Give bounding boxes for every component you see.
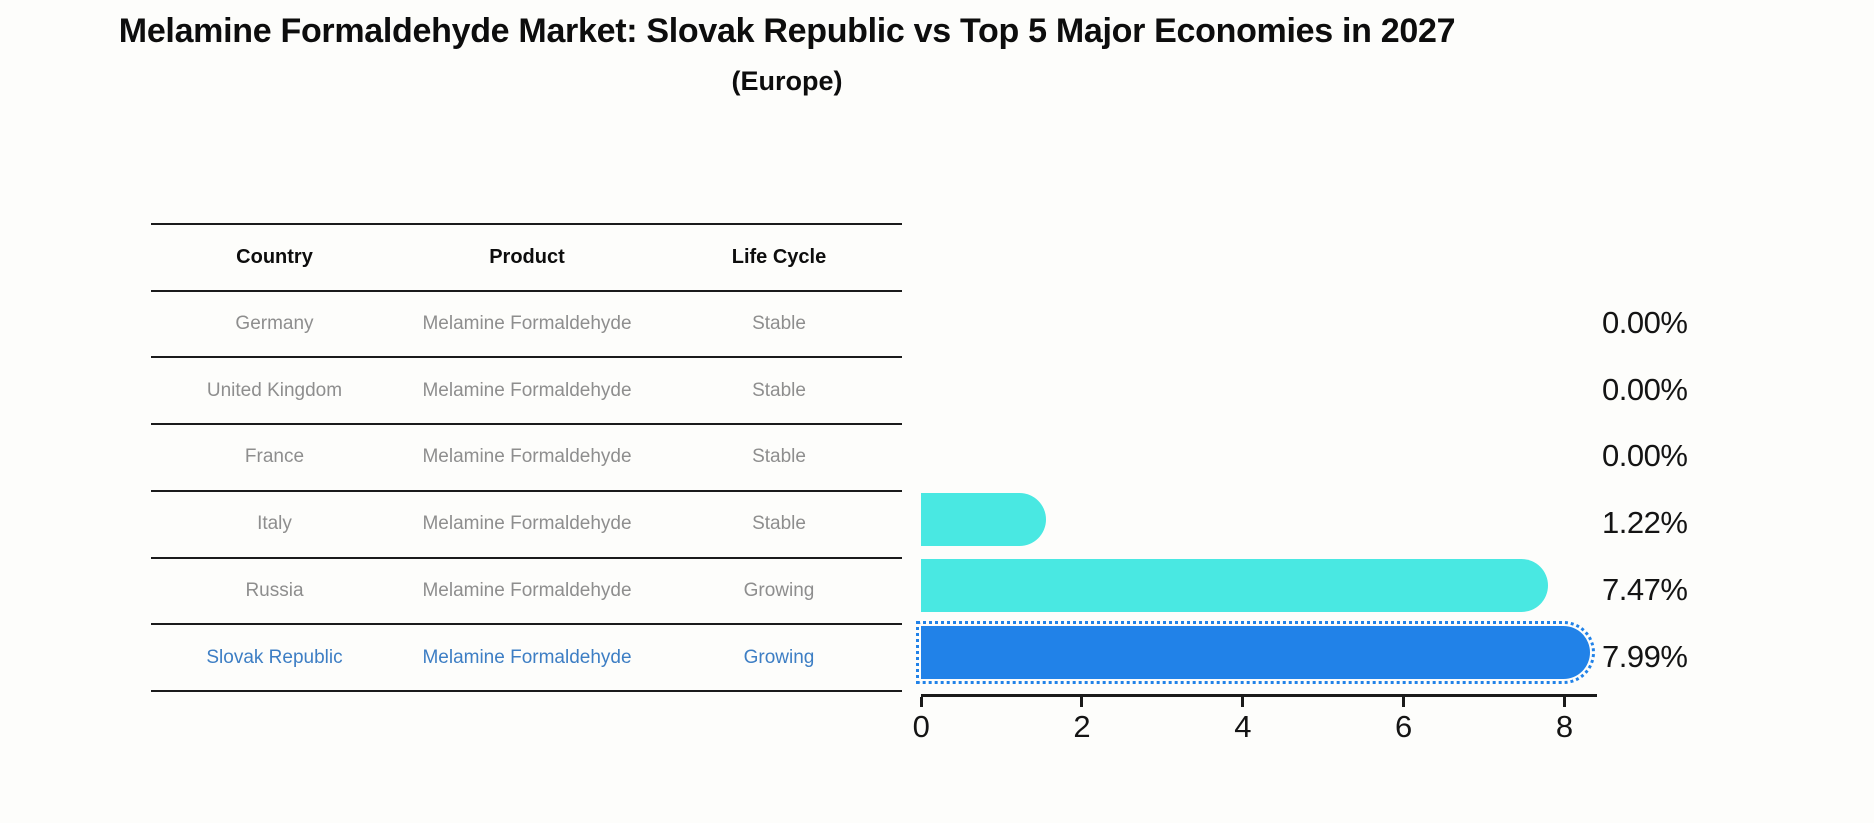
x-tick-label: 4 [1234,709,1251,744]
table-cell-country: Slovak Republic [206,646,343,668]
table-cell-product: Melamine Formaldehyde [422,513,632,535]
x-tick-label: 6 [1395,709,1412,744]
table-cell-life-cycle: Growing [743,646,815,668]
table-cell-country: Italy [257,513,292,535]
value-label: 0.00% [1602,371,1688,407]
x-tick-label: 8 [1555,709,1573,744]
x-tick-label: 2 [1073,709,1091,744]
table-cell-product: Melamine Formaldehyde [422,446,632,468]
bar-italy [921,492,1046,546]
table-cell-product: Melamine Formaldehyde [422,646,632,668]
table-row: France Melamine Formaldehyde Stable [151,423,902,490]
table-cell-country: France [244,446,305,468]
x-tick-mark [1241,697,1245,707]
table-cell-product: Melamine Formaldehyde [422,313,632,335]
value-label: 1.22% [1602,505,1688,541]
table-header-row: Country Product Life Cycle [151,223,902,290]
table-cell-country: Russia [245,579,304,601]
chart-title: Melamine Formaldehyde Market: Slovak Rep… [118,12,1456,50]
x-axis-line [921,694,1597,697]
table-body: Germany Melamine Formaldehyde Stable United… [151,289,902,690]
table-cell-product: Melamine Formaldehyde [422,579,632,601]
bar-slovak-republic [916,621,1595,685]
table-cell-country: Germany [235,313,314,335]
table-row: United Kingdom Melamine Formaldehyde Stabl… [151,356,902,423]
table-cell-life-cycle: Growing [743,579,815,601]
table-header-country: Country [236,245,313,268]
value-label: 0.00% [1602,438,1688,474]
table-cell-country: United Kingdom [206,379,343,401]
table-cell-life-cycle: Stable [752,313,806,335]
bar-russia [921,559,1549,613]
x-tick-mark [919,697,923,707]
chart-subtitle: (Europe) [731,66,843,96]
table-row: Italy Melamine Formaldehyde Stable [151,489,902,557]
value-label: 7.47% [1602,571,1688,607]
x-tick-mark [1401,697,1405,707]
x-tick-label: 0 [912,709,930,744]
table-header-product: Product [489,245,565,268]
table-row: Slovak Republic Melamine Formaldehyde Grow… [151,623,902,690]
value-label: 0.00% [1602,305,1688,341]
value-label: 7.99% [1602,638,1688,674]
table-row: Germany Melamine Formaldehyde Stable [151,289,902,357]
country-table: Country Product Life Cycle Germany Melami… [151,223,902,692]
x-tick-mark [1562,697,1566,707]
table-cell-life-cycle: Stable [752,513,806,535]
table-cell-life-cycle: Stable [752,379,806,401]
table-row: Russia Melamine Formaldehyde Growing [151,556,902,624]
table-header-life-cycle: Life Cycle [731,245,827,268]
table-cell-product: Melamine Formaldehyde [422,379,632,401]
x-tick-mark [1080,697,1084,707]
table-cell-life-cycle: Stable [752,446,806,468]
